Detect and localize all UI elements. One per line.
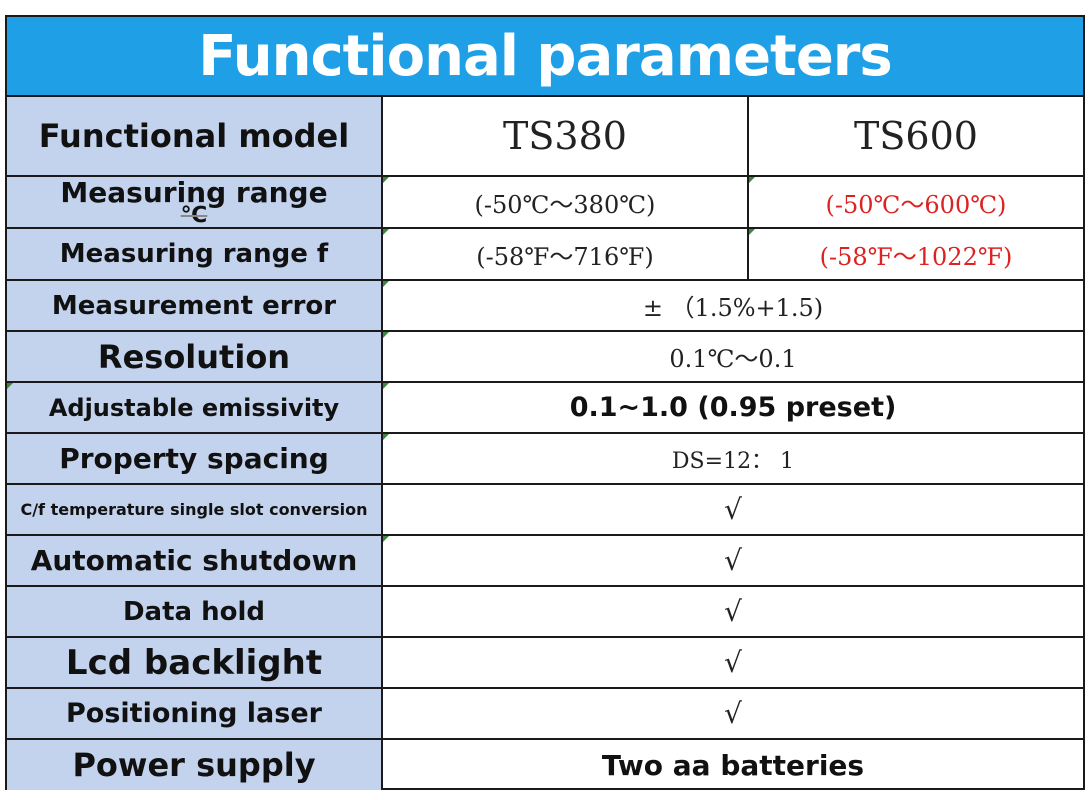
table-row: Positioning laser √ (7, 689, 1083, 740)
row-label: Measuring range f (7, 229, 383, 279)
cell-marker-icon (749, 177, 755, 183)
cell-marker-icon (749, 229, 755, 235)
table-row: Measurement error ± （1.5%+1.5) (7, 281, 1083, 332)
row-label: Measurement error (7, 281, 383, 330)
check-mark-icon: √ (724, 544, 742, 577)
ts380-fahrenheit-range: (-58℉～716℉) (383, 229, 749, 279)
cell-marker-icon (383, 434, 389, 440)
cell-marker-icon (383, 281, 389, 287)
table-header-row: Functional model TS380 TS600 (7, 97, 1083, 177)
check-mark-icon: √ (724, 646, 742, 679)
row-label-text: Measuring range (60, 177, 328, 209)
row-label: C/f temperature single slot conversion (7, 485, 383, 534)
ts380-celsius-range: (-50℃～380℃) (383, 177, 749, 227)
header-label: Functional model (7, 97, 383, 175)
table-row: Measuring range f (-58℉～716℉) (-58℉～1022… (7, 229, 1083, 281)
model-ts380-header: TS380 (383, 97, 749, 175)
cell-marker-icon (383, 229, 389, 235)
cell-marker-icon (383, 177, 389, 183)
row-label: Lcd backlight (7, 638, 383, 687)
parameters-table: Functional model TS380 TS600 Measuring r… (7, 97, 1083, 790)
table-row: Measuring range ℃ (-50℃～380℃) (-50℃～600℃… (7, 177, 1083, 229)
parameters-sheet: Functional parameters Functional model T… (5, 15, 1085, 790)
check-mark-icon: √ (724, 595, 742, 628)
table-row: Resolution 0.1℃～0.1 (7, 332, 1083, 383)
cell-marker-icon (383, 383, 389, 389)
check-mark-icon: √ (724, 697, 742, 730)
resolution-value: 0.1℃～0.1 (669, 345, 797, 373)
row-label: Resolution (7, 332, 383, 381)
table-row: Lcd backlight √ (7, 638, 1083, 689)
spacing-ratio-value: DS=12： 1 (671, 448, 795, 474)
cell-marker-icon (383, 332, 389, 338)
celsius-unit-label: ℃ (180, 203, 208, 227)
table-row: Power supply Two aa batteries (7, 740, 1083, 790)
row-label: Data hold (7, 587, 383, 636)
power-supply-value: Two aa batteries (601, 748, 865, 782)
row-label: Power supply (7, 740, 383, 790)
row-label: Adjustable emissivity (7, 383, 383, 432)
table-row: Automatic shutdown √ (7, 536, 1083, 587)
emissivity-value: 0.1~1.0 (0.95 preset) (569, 392, 897, 423)
table-row: Adjustable emissivity 0.1~1.0 (0.95 pres… (7, 383, 1083, 434)
row-label: Property spacing (7, 434, 383, 483)
measurement-error-value: ± （1.5%+1.5) (642, 294, 824, 322)
check-mark-icon: √ (724, 493, 742, 526)
row-label: Automatic shutdown (7, 536, 383, 585)
model-ts600-header: TS600 (854, 114, 978, 158)
cell-marker-icon (383, 536, 389, 542)
table-row: C/f temperature single slot conversion √ (7, 485, 1083, 536)
row-label: Positioning laser (7, 689, 383, 738)
table-row: Property spacing DS=12： 1 (7, 434, 1083, 485)
page-title: Functional parameters (7, 17, 1083, 97)
cell-marker-icon (7, 383, 13, 389)
row-label: Measuring range ℃ (7, 177, 383, 227)
table-row: Data hold √ (7, 587, 1083, 638)
ts600-fahrenheit-range: (-58℉～1022℉) (819, 242, 1013, 271)
ts600-celsius-range: (-50℃～600℃) (825, 190, 1007, 219)
